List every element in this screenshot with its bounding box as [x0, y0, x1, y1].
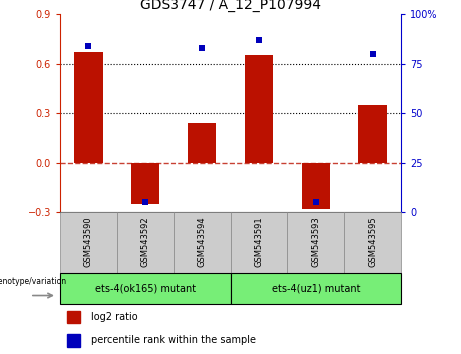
Bar — [67, 311, 80, 323]
Bar — [301, 163, 330, 209]
Point — [198, 45, 206, 51]
Text: GSM543593: GSM543593 — [311, 216, 320, 267]
Text: GSM543591: GSM543591 — [254, 216, 263, 267]
Bar — [60, 212, 117, 273]
Text: ets-4(ok165) mutant: ets-4(ok165) mutant — [95, 284, 196, 293]
Text: GSM543590: GSM543590 — [84, 216, 93, 267]
Bar — [245, 56, 273, 163]
Text: genotype/variation: genotype/variation — [0, 277, 66, 286]
Bar — [131, 163, 160, 204]
Bar — [358, 105, 387, 163]
Text: GSM543594: GSM543594 — [198, 216, 207, 267]
Bar — [230, 273, 401, 304]
Point — [369, 51, 376, 57]
Text: ets-4(uz1) mutant: ets-4(uz1) mutant — [272, 284, 360, 293]
Bar — [287, 212, 344, 273]
Point — [142, 200, 149, 205]
Bar — [60, 273, 230, 304]
Point — [312, 200, 319, 205]
Point — [85, 43, 92, 49]
Bar — [174, 212, 230, 273]
Bar — [344, 212, 401, 273]
Text: GSM543592: GSM543592 — [141, 216, 150, 267]
Title: GDS3747 / A_12_P107994: GDS3747 / A_12_P107994 — [140, 0, 321, 12]
Bar — [117, 212, 174, 273]
Bar — [67, 334, 80, 347]
Text: percentile rank within the sample: percentile rank within the sample — [91, 335, 256, 345]
Bar — [74, 52, 102, 163]
Bar — [188, 123, 216, 163]
Bar — [230, 212, 287, 273]
Text: GSM543595: GSM543595 — [368, 216, 377, 267]
Text: log2 ratio: log2 ratio — [91, 312, 137, 322]
Point — [255, 37, 263, 43]
